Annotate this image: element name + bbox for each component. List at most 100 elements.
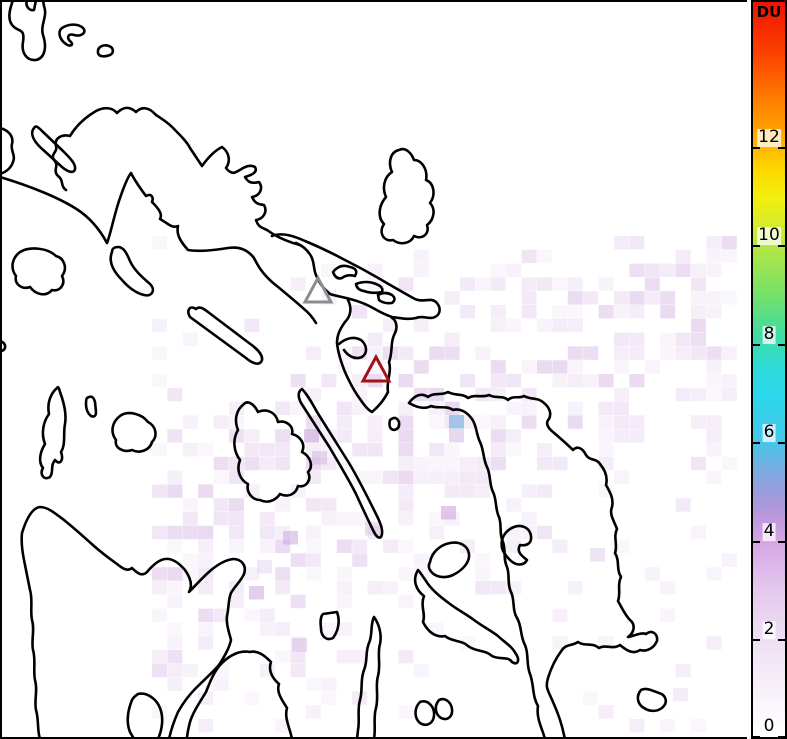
so2-cell [444, 456, 460, 471]
so2-cell [660, 581, 676, 595]
so2-cell [290, 650, 306, 664]
so2-cell [552, 318, 568, 333]
so2-cell [398, 277, 414, 291]
so2-cell [567, 401, 583, 415]
so2-cell [259, 443, 275, 457]
so2-cell [213, 608, 229, 622]
so2-cell [691, 719, 706, 733]
so2-cell [567, 360, 583, 374]
so2-cell [537, 277, 552, 291]
so2-cell [321, 498, 337, 512]
coastline-tiny-oval-islet [388, 416, 401, 432]
so2-cell [721, 387, 737, 402]
so2-cell [475, 581, 491, 595]
so2-cell [306, 346, 321, 360]
so2-cell [398, 415, 414, 429]
so2-cell [598, 443, 614, 457]
so2-cell [152, 650, 167, 664]
so2-cell [490, 456, 506, 471]
so2-cell [706, 249, 722, 264]
so2-cell [152, 374, 167, 388]
so2-cell [413, 318, 429, 333]
so2-cell [167, 650, 183, 664]
so2-cell [229, 498, 244, 512]
so2-cell [152, 581, 167, 595]
so2-cell [460, 374, 475, 388]
so2-cell [306, 705, 321, 719]
so2-cell [675, 663, 691, 678]
so2-cell [198, 608, 214, 622]
so2-cell [614, 346, 629, 360]
so2-cell [521, 484, 537, 498]
so2-cell [167, 429, 183, 443]
so2-cell [182, 525, 198, 540]
so2-cell [398, 346, 414, 360]
so2-cell [429, 443, 445, 457]
so2-cell [552, 636, 568, 650]
so2-cell [629, 719, 645, 733]
so2-cell [290, 636, 306, 650]
so2-cell [506, 429, 522, 443]
so2-cell [336, 594, 352, 609]
so2-cell [675, 249, 691, 264]
so2-cell [413, 263, 429, 277]
so2-cell [629, 332, 645, 346]
so2-cell [275, 581, 291, 595]
so2-cell [552, 305, 568, 319]
so2-cell [352, 443, 368, 457]
so2-cell [537, 456, 552, 471]
so2-cell [644, 277, 660, 291]
so2-cell [398, 650, 414, 664]
so2-cell [537, 318, 552, 333]
so2-cell [675, 346, 691, 360]
so2-cell [367, 470, 383, 484]
so2-cell [321, 374, 337, 388]
so2-cell [429, 415, 445, 429]
so2-cell [644, 291, 660, 305]
so2-cell [398, 470, 414, 484]
so2-cell [460, 539, 475, 553]
so2-cell [336, 622, 352, 636]
so2-cell [259, 539, 275, 553]
so2-cell [198, 484, 214, 498]
so2-cell [249, 586, 264, 600]
so2-cell [706, 415, 722, 429]
coastline-burias [187, 306, 264, 365]
so2-cell [336, 539, 352, 553]
coastline-bohol [413, 568, 520, 665]
coastline-island-crescent [109, 245, 155, 297]
so2-cell [614, 360, 629, 374]
so2-cell [441, 506, 456, 520]
so2-cell [167, 539, 183, 553]
coastline-camotes-hook [500, 524, 533, 566]
so2-cell [521, 415, 537, 429]
so2-cell [567, 305, 583, 319]
coastline-sorsogon-bay [337, 336, 368, 360]
so2-cell [290, 594, 306, 609]
so2-cell [413, 249, 429, 264]
so2-cell [229, 456, 244, 471]
colorbar-unit-label: DU [756, 3, 782, 21]
so2-cell [398, 443, 414, 457]
so2-cell [629, 374, 645, 388]
so2-cell [490, 360, 506, 374]
colorbar-tick-label: 4 [762, 520, 776, 541]
so2-cell [706, 567, 722, 581]
so2-cell [675, 263, 691, 277]
so2-cell [290, 484, 306, 498]
so2-cell [721, 291, 737, 305]
so2-cell [706, 374, 722, 388]
so2-cell [552, 374, 568, 388]
map-frame [0, 0, 747, 739]
coastline-panay [20, 505, 247, 739]
so2-cell [259, 608, 275, 622]
so2-cell [691, 525, 706, 540]
so2-cell [660, 332, 676, 346]
so2-cell [567, 291, 583, 305]
so2-cell [367, 346, 383, 360]
so2-cell [598, 374, 614, 388]
so2-cell [167, 594, 183, 609]
so2-cell [598, 415, 614, 429]
so2-cell [229, 539, 244, 553]
